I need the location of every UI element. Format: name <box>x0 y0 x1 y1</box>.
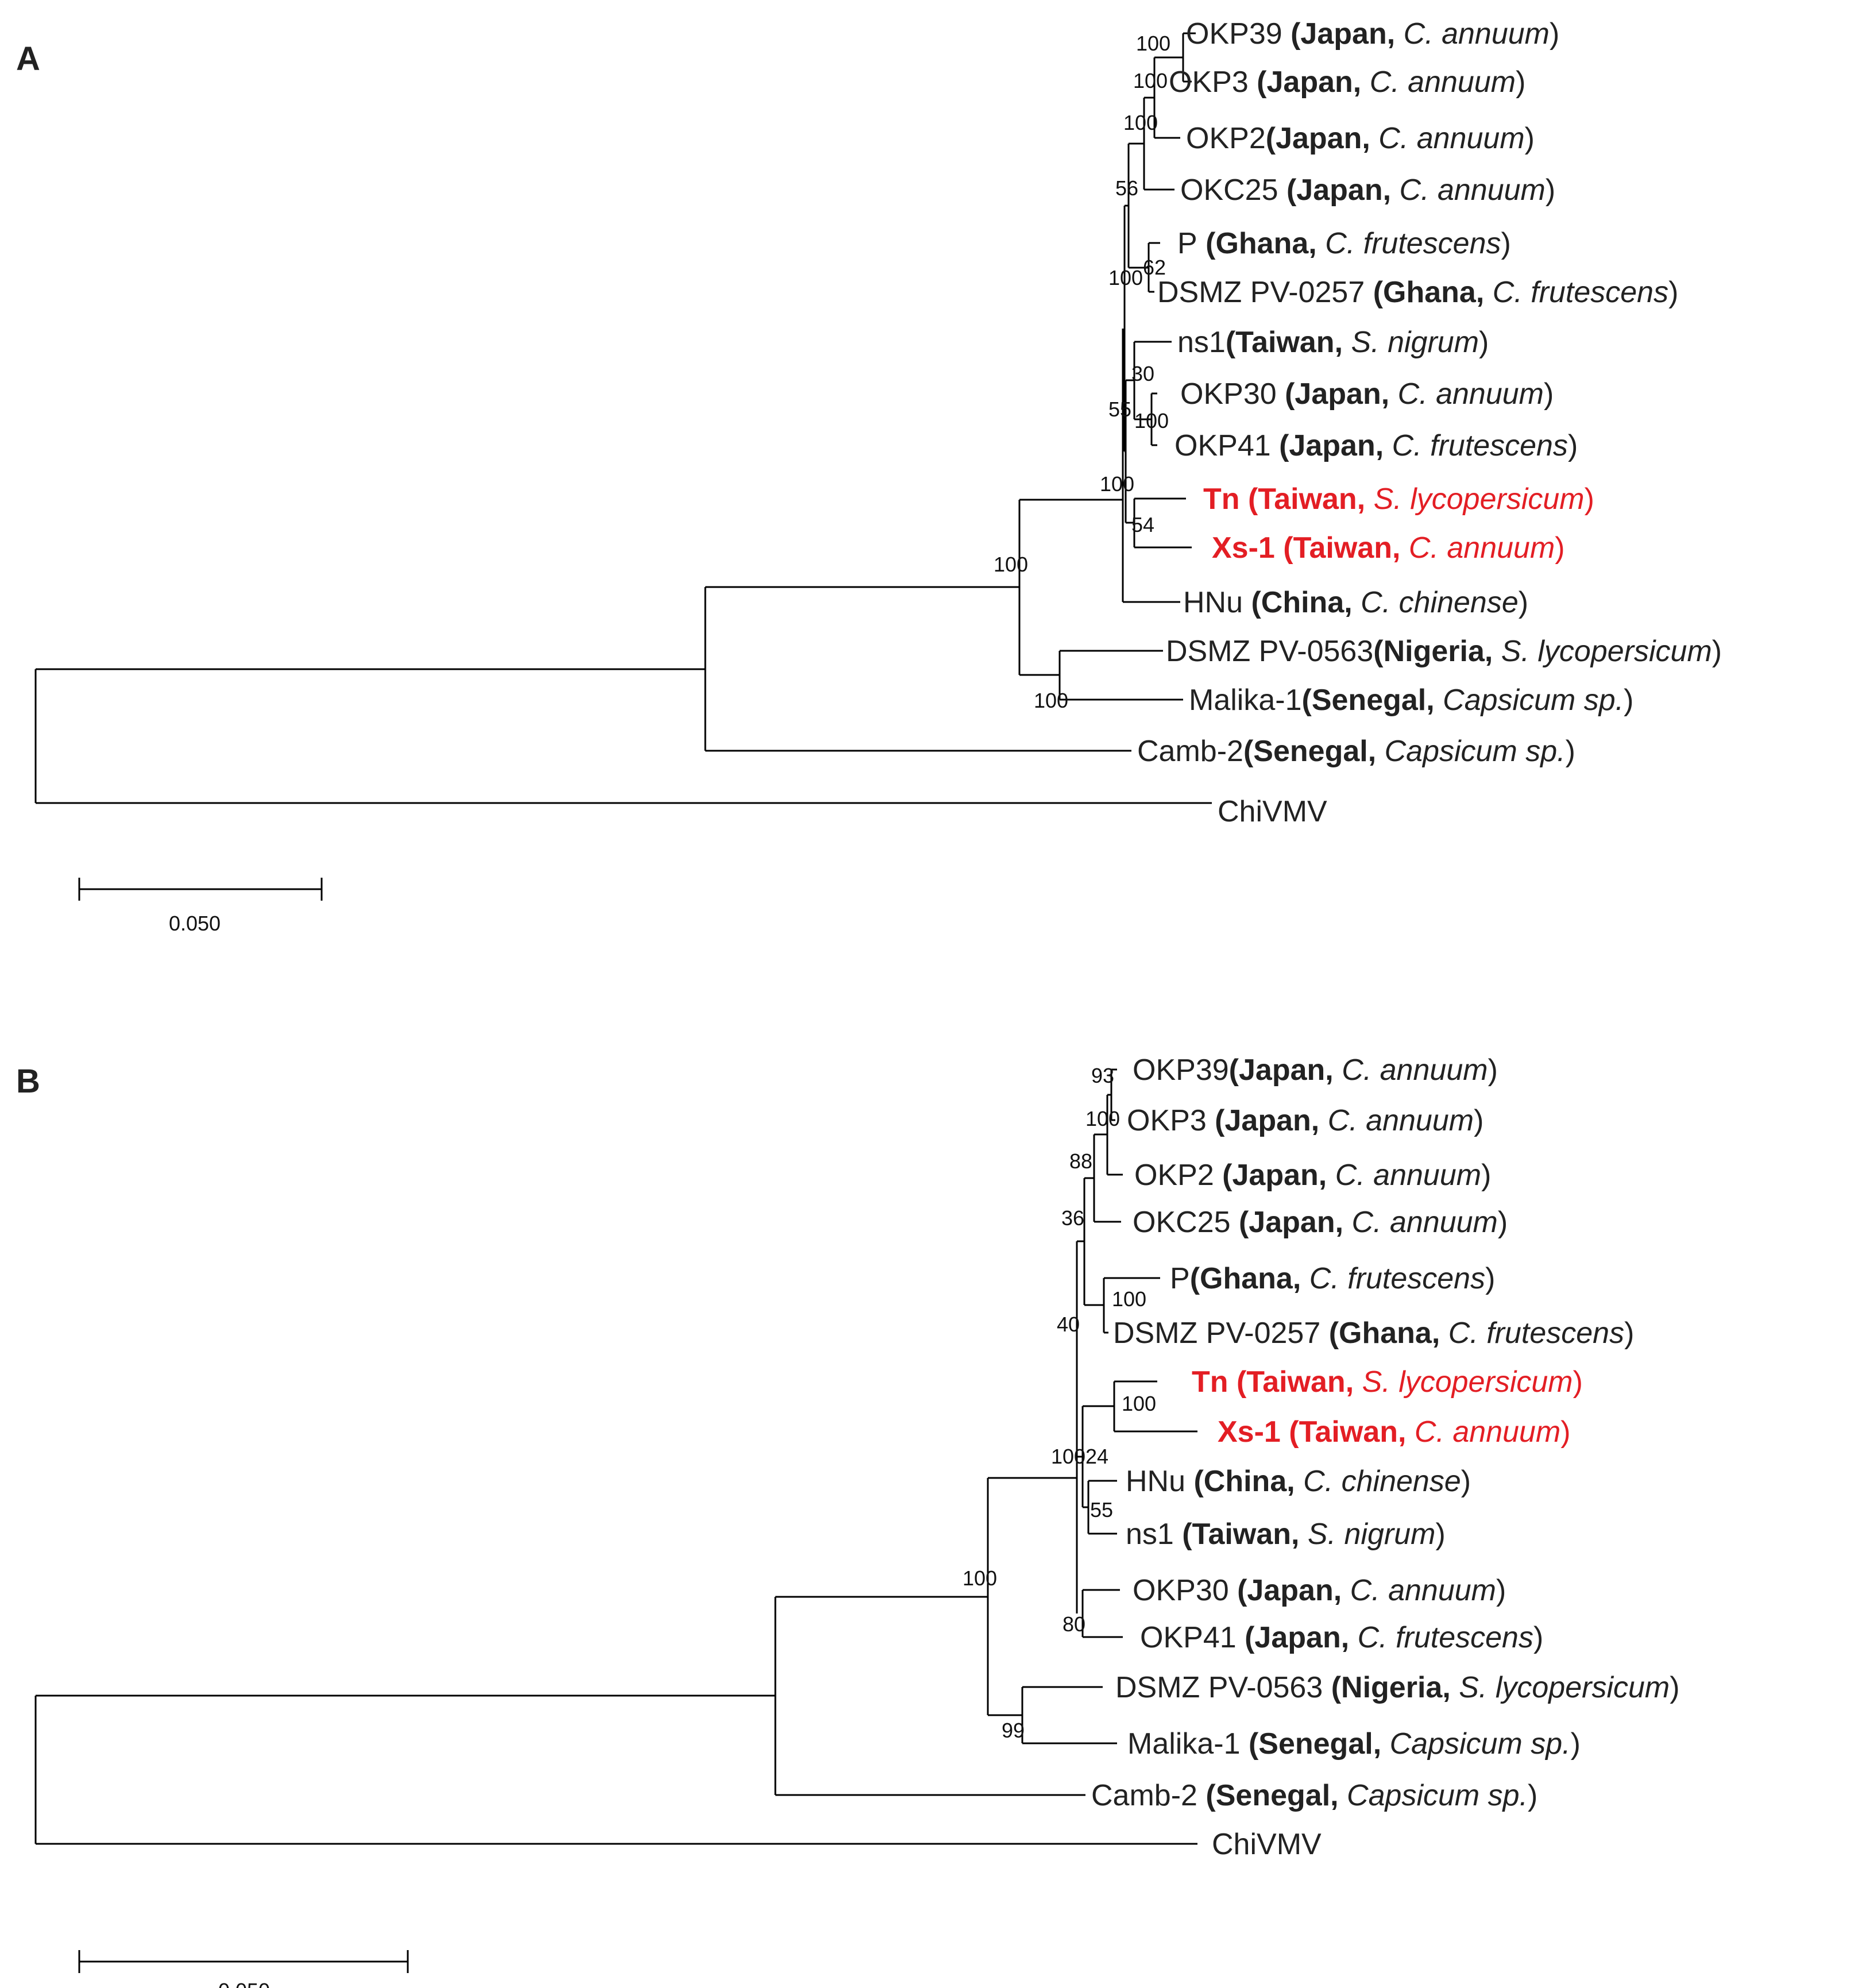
leaf-label: OKP30 (Japan, C. annuum) <box>1133 1574 1506 1607</box>
leaf-labels: OKP39 (Japan, C. annuum) OKP3 (Japan, C. … <box>1137 17 1722 828</box>
leaf-label: Xs-1 (Taiwan, C. annuum) <box>1218 1415 1571 1449</box>
bootstrap-value: 100 <box>1112 1287 1146 1311</box>
bootstrap-value: 100 <box>1100 472 1134 496</box>
bootstrap-value: 88 <box>1069 1149 1092 1173</box>
tree-branch <box>1058 650 1183 701</box>
scale-bar-label: 0.050 <box>218 1979 270 1988</box>
tree-branch <box>1123 204 1129 453</box>
tree-branches <box>34 1068 1197 1845</box>
tree-branch <box>34 1694 1197 1845</box>
leaf-labels: OKP39(Japan, C. annuum) OKP3 (Japan, C. a… <box>1091 1053 1680 1861</box>
scale-bar-label: 0.050 <box>169 912 221 935</box>
leaf-label: Tn (Taiwan, S. lycopersicum) <box>1203 482 1594 516</box>
bootstrap-value: 100 <box>1123 111 1158 134</box>
tree-branch <box>987 1477 1077 1716</box>
leaf-label: Camb-2 (Senegal, Capsicum sp.) <box>1091 1779 1537 1812</box>
leaf-label: ns1(Taiwan, S. nigrum) <box>1177 326 1489 359</box>
bootstrap-value: 30 <box>1131 362 1154 385</box>
leaf-label: DSMZ PV-0563 (Nigeria, S. lycopersicum) <box>1115 1671 1680 1704</box>
bootstrap-value: 100 <box>1108 266 1143 289</box>
leaf-label: P (Ghana, C. frutescens) <box>1177 227 1511 260</box>
leaf-label: ChiVMV <box>1212 1828 1322 1861</box>
leaf-label: OKP39 (Japan, C. annuum) <box>1186 17 1559 51</box>
bootstrap-value: 40 <box>1057 1313 1080 1336</box>
panel-letter: B <box>16 1063 40 1100</box>
tree-branch <box>1081 1589 1123 1638</box>
bootstrap-value: 100 <box>1051 1445 1085 1468</box>
leaf-label: DSMZ PV-0257 (Ghana, C. frutescens) <box>1157 276 1678 309</box>
leaf-label: OKP39(Japan, C. annuum) <box>1133 1053 1498 1087</box>
leaf-label: HNu (China, C. chinense) <box>1183 586 1528 619</box>
leaf-label: OKP2(Japan, C. annuum) <box>1186 122 1535 155</box>
bootstrap-value: 100 <box>1085 1107 1120 1130</box>
tree-branch <box>774 1596 1085 1796</box>
bootstrap-value: 100 <box>1133 69 1168 92</box>
leaf-label: ns1 (Taiwan, S. nigrum) <box>1126 1518 1446 1551</box>
leaf-label: OKP41 (Japan, C. frutescens) <box>1140 1621 1543 1654</box>
leaf-label: DSMZ PV-0563(Nigeria, S. lycopersicum) <box>1166 635 1722 668</box>
bootstrap-value: 56 <box>1115 176 1138 200</box>
panel-letter: A <box>16 40 40 78</box>
bootstrap-value: 99 <box>1002 1719 1025 1742</box>
leaf-label: HNu (China, C. chinense) <box>1126 1465 1471 1498</box>
bootstrap-value: 93 <box>1091 1064 1114 1087</box>
bootstrap-value: 100 <box>1136 32 1170 55</box>
bootstrap-value: 100 <box>1134 409 1169 433</box>
scale-bar: 0.050 <box>78 878 323 935</box>
leaf-label: Camb-2(Senegal, Capsicum sp.) <box>1137 735 1575 768</box>
leaf-label: ChiVMV <box>1218 795 1327 828</box>
leaf-label: OKP30 (Japan, C. annuum) <box>1180 377 1554 411</box>
leaf-label: OKP3 (Japan, C. annuum) <box>1127 1104 1483 1137</box>
leaf-label: Tn (Taiwan, S. lycopersicum) <box>1192 1365 1583 1399</box>
panel-a: A OKP39 (Japan, C. annuum) OKP3 (Japan, C… <box>16 17 1722 935</box>
leaf-label: Xs-1 (Taiwan, C. annuum) <box>1212 531 1565 565</box>
leaf-label: OKP41 (Japan, C. frutescens) <box>1174 429 1578 462</box>
bootstrap-value: 100 <box>994 553 1028 576</box>
tree-branch <box>1018 499 1123 676</box>
leaf-label: Malika-1 (Senegal, Capsicum sp.) <box>1127 1727 1581 1761</box>
bootstrap-value: 36 <box>1061 1206 1084 1230</box>
bootstrap-value: 24 <box>1085 1445 1108 1468</box>
bootstrap-value: 100 <box>963 1566 997 1590</box>
bootstrap-value: 100 <box>1122 1392 1156 1415</box>
scale-bar: 0.050 <box>78 1950 409 1988</box>
bootstrap-value: 55 <box>1108 397 1131 421</box>
leaf-label: P(Ghana, C. frutescens) <box>1170 1262 1495 1295</box>
tree-branch <box>1127 142 1149 269</box>
leaf-label: OKC25 (Japan, C. annuum) <box>1180 173 1555 207</box>
tree-branches <box>34 32 1212 804</box>
bootstrap-value: 62 <box>1143 256 1166 279</box>
leaf-label: DSMZ PV-0257 (Ghana, C. frutescens) <box>1113 1317 1634 1350</box>
bootstrap-value: 55 <box>1090 1498 1113 1522</box>
tree-branch <box>704 586 1131 752</box>
panel-b: B OKP39(Japan, C. annuum) OKP3 (Japan, C.… <box>16 1053 1680 1988</box>
leaf-label: OKP2 (Japan, C. annuum) <box>1134 1159 1491 1192</box>
bootstrap-value: 100 <box>1034 689 1068 712</box>
leaf-label: OKC25 (Japan, C. annuum) <box>1133 1206 1508 1239</box>
leaf-label: OKP3 (Japan, C. annuum) <box>1169 65 1525 99</box>
tree-branch <box>1021 1686 1117 1744</box>
tree-branch <box>34 668 1212 804</box>
bootstrap-value: 80 <box>1062 1612 1085 1636</box>
leaf-label: Malika-1(Senegal, Capsicum sp.) <box>1189 684 1633 717</box>
bootstrap-value: 54 <box>1131 513 1154 536</box>
